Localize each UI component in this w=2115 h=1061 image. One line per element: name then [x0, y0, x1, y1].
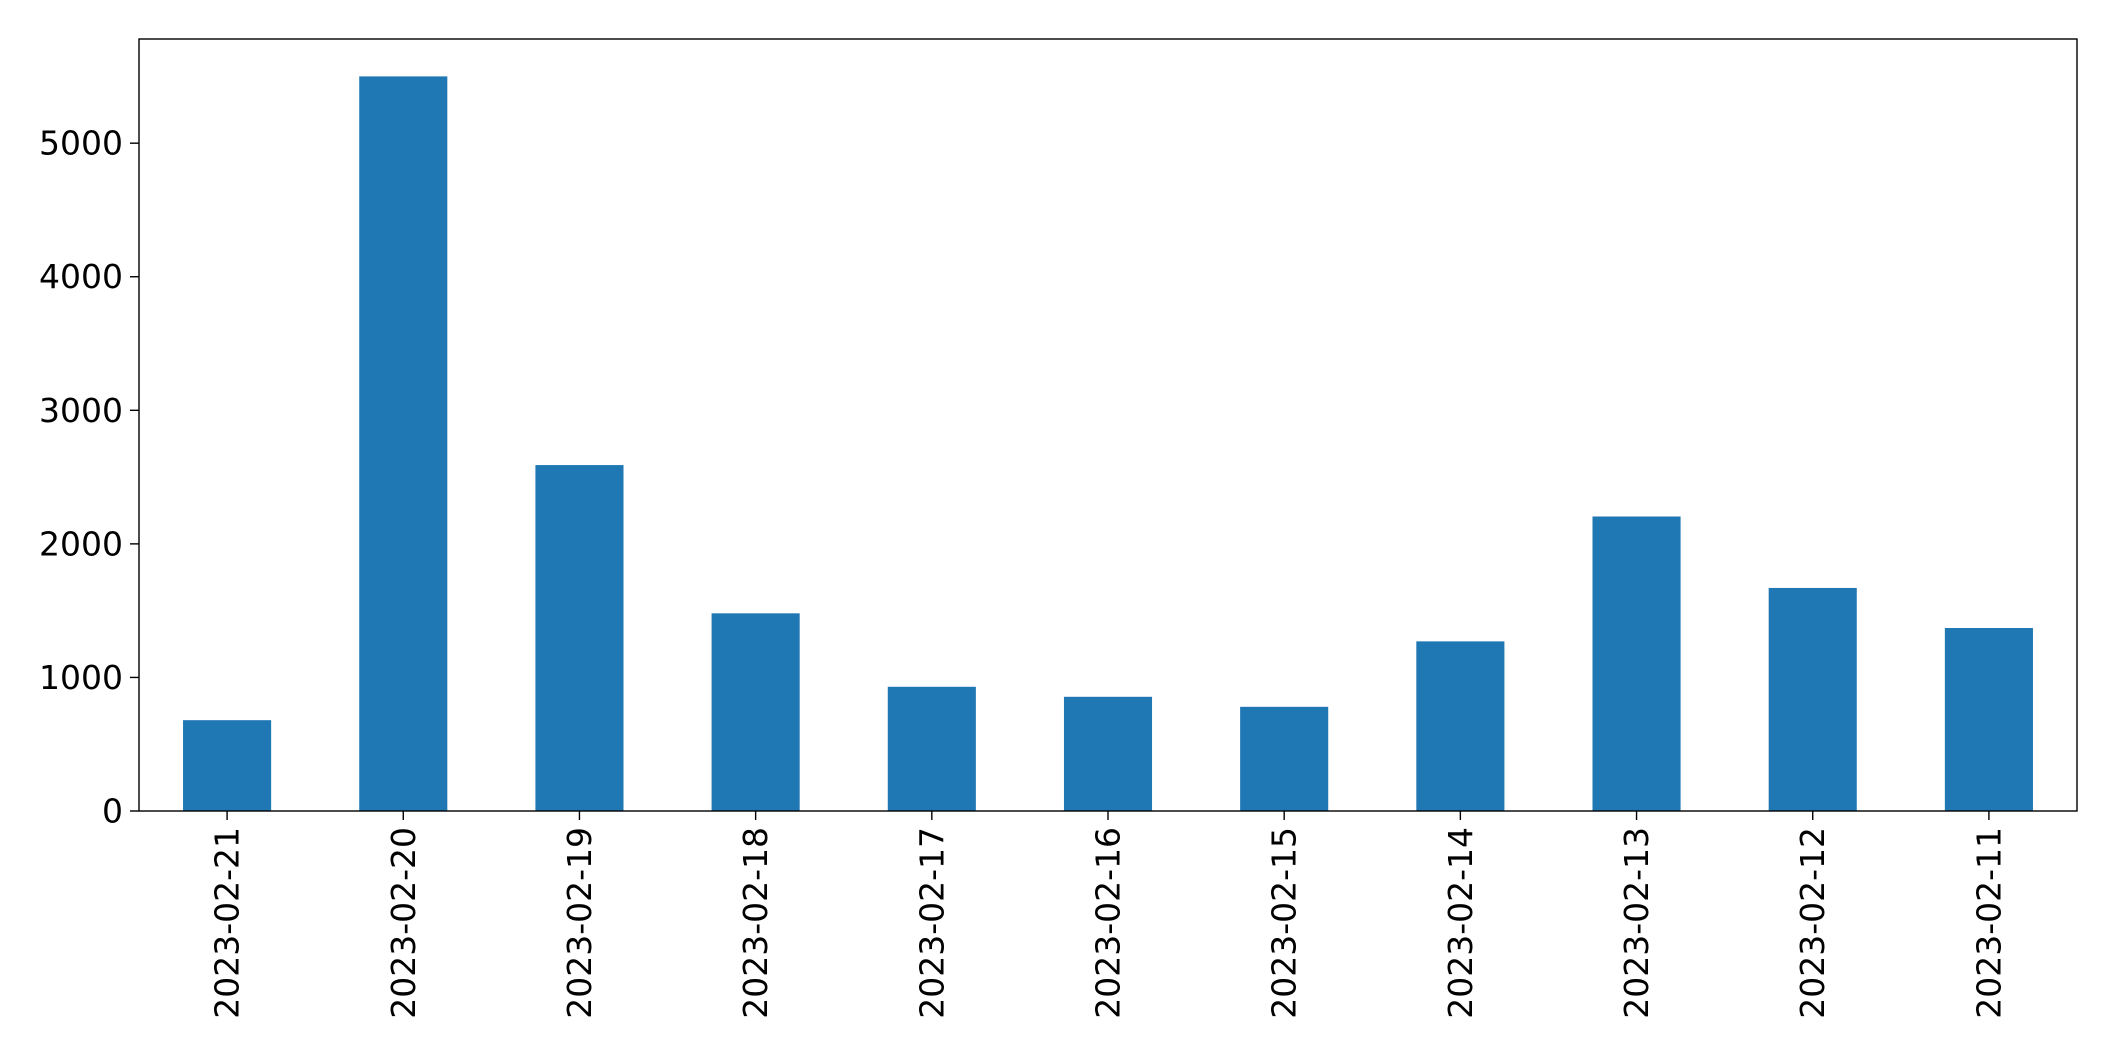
bar-2023-02-17: [887, 686, 976, 811]
y-tick-label: 0: [102, 792, 123, 831]
bar-2023-02-21: [183, 720, 272, 811]
x-tick-label: 2023-02-13: [1617, 827, 1656, 1019]
plot-frame: [138, 38, 2078, 812]
y-axis: 0 1000 2000 3000 4000 5000: [39, 124, 139, 831]
x-axis: 2023-02-21 2023-02-20 2023-02-19 2023-02-18…: [208, 811, 2008, 1019]
x-tick-label: 2023-02-15: [1265, 827, 1304, 1019]
bar-2023-02-14: [1416, 641, 1505, 811]
bars-group: [183, 76, 2033, 811]
bar-2023-02-18: [711, 613, 800, 811]
bar-2023-02-19: [535, 465, 624, 811]
x-tick-label: 2023-02-16: [1089, 827, 1128, 1019]
y-tick-label: 5000: [39, 124, 123, 163]
x-tick-label: 2023-02-14: [1441, 827, 1480, 1019]
x-tick-label: 2023-02-11: [1969, 827, 2008, 1019]
x-tick-label: 2023-02-21: [208, 827, 247, 1019]
y-tick-label: 3000: [39, 391, 123, 430]
x-tick-label: 2023-02-17: [912, 827, 951, 1019]
y-tick-label: 4000: [39, 257, 123, 296]
x-tick-label: 2023-02-19: [560, 827, 599, 1019]
x-tick-label: 2023-02-12: [1793, 827, 1832, 1019]
x-tick-label: 2023-02-18: [736, 827, 775, 1019]
x-tick-label: 2023-02-20: [384, 827, 423, 1019]
bar-2023-02-16: [1063, 696, 1153, 811]
y-tick-label: 2000: [39, 524, 123, 563]
y-tick-label: 1000: [39, 658, 123, 697]
bar-2023-02-13: [1592, 516, 1681, 811]
bar-2023-02-15: [1240, 706, 1329, 811]
bar-2023-02-12: [1768, 587, 1857, 811]
bar-2023-02-20: [359, 76, 448, 811]
bar-2023-02-11: [1944, 628, 2033, 811]
